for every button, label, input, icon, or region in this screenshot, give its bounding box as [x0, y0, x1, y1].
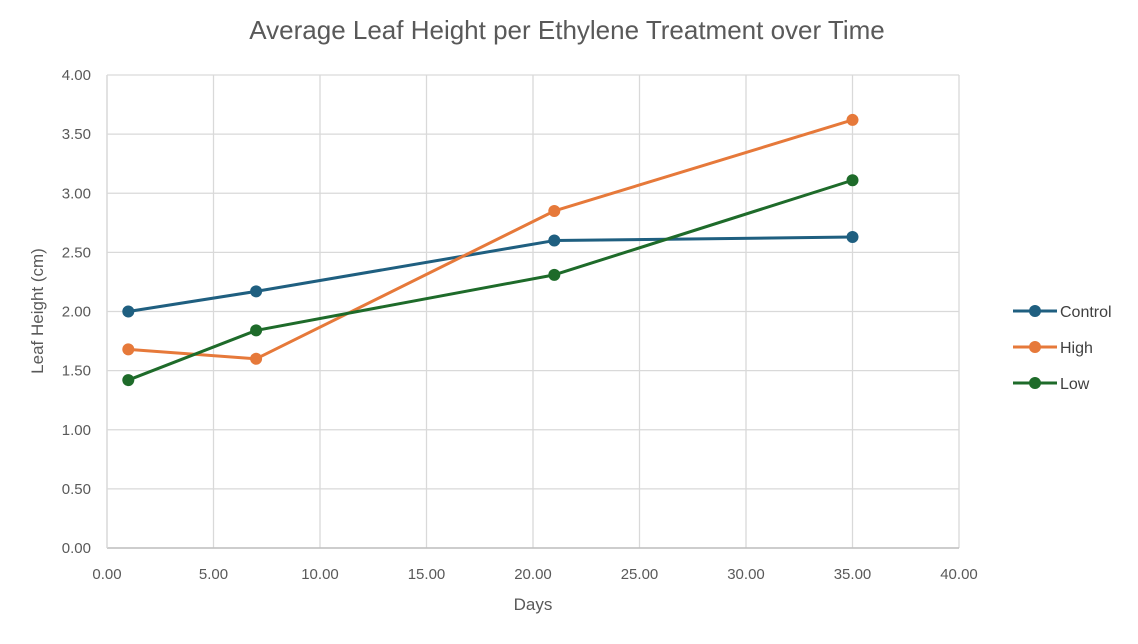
x-tick-label: 5.00 — [199, 566, 228, 583]
x-tick-label: 15.00 — [408, 566, 446, 583]
legend-label-low: Low — [1060, 376, 1090, 393]
y-tick-label: 0.50 — [62, 481, 91, 498]
data-point-control — [846, 231, 859, 244]
x-tick-label: 10.00 — [301, 566, 339, 583]
x-tick-label: 20.00 — [514, 566, 552, 583]
y-tick-label: 4.00 — [62, 67, 91, 84]
legend-label-high: High — [1060, 340, 1093, 357]
y-tick-label: 2.50 — [62, 244, 91, 261]
data-point-low — [548, 268, 561, 281]
x-tick-label: 0.00 — [92, 566, 121, 583]
data-point-high — [846, 113, 859, 126]
y-tick-label: 0.00 — [62, 540, 91, 557]
series-line-control — [128, 235, 853, 313]
legend-label-control: Control — [1060, 304, 1112, 321]
data-point-control — [122, 305, 135, 318]
x-tick-label: 25.00 — [621, 566, 659, 583]
data-point-high — [250, 352, 263, 365]
axes — [106, 75, 959, 549]
gridlines — [106, 74, 960, 549]
series-low — [122, 174, 859, 387]
legend-item-low: Low — [1013, 376, 1090, 393]
y-tick-label: 3.00 — [62, 185, 91, 202]
data-point-high — [122, 343, 135, 356]
y-tick-label: 1.00 — [62, 422, 91, 439]
y-tick-label: 1.50 — [62, 363, 91, 380]
data-point-control — [548, 234, 561, 247]
data-point-low — [846, 174, 859, 187]
y-axis-title: Leaf Height (cm) — [28, 248, 47, 374]
x-axis-title: Days — [514, 595, 553, 614]
chart-title: Average Leaf Height per Ethylene Treatme… — [249, 15, 884, 45]
legend-item-control: Control — [1013, 304, 1112, 321]
data-point-high — [548, 204, 561, 217]
series-control — [122, 231, 859, 318]
x-tick-label: 35.00 — [834, 566, 872, 583]
y-tick-label: 2.00 — [62, 304, 91, 321]
data-point-low — [122, 374, 135, 387]
legend: Control High Low — [1013, 304, 1112, 393]
y-tick-label: 3.50 — [62, 126, 91, 143]
legend-marker-high — [1029, 341, 1041, 353]
x-tick-label: 30.00 — [727, 566, 765, 583]
legend-marker-low — [1029, 377, 1041, 389]
data-series — [122, 113, 859, 387]
x-tick-label: 40.00 — [940, 566, 978, 583]
legend-marker-control — [1029, 305, 1041, 317]
data-point-control — [250, 285, 263, 298]
legend-item-high: High — [1013, 340, 1093, 357]
tick-labels: 0.00 5.00 10.00 15.00 20.00 25.00 30.00 35.00 40… — [62, 67, 978, 583]
data-point-low — [250, 324, 263, 337]
series-line-low — [127, 178, 853, 382]
